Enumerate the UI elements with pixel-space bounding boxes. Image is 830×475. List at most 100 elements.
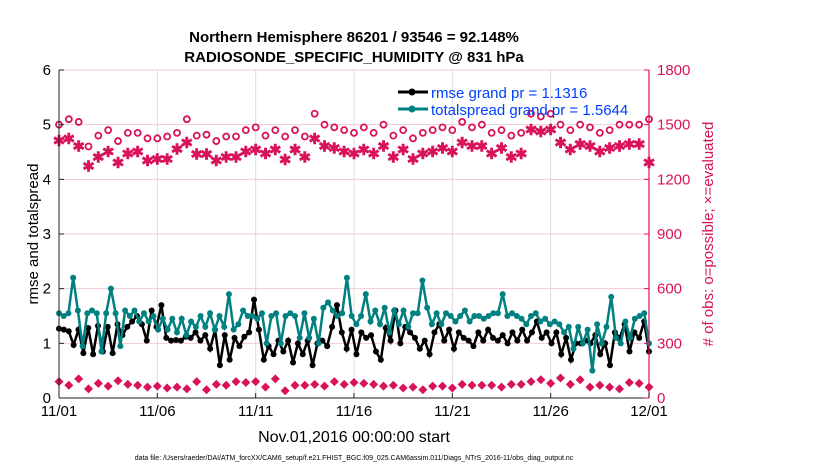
rmse-point xyxy=(246,329,253,336)
spread-point xyxy=(155,326,162,333)
spread-point xyxy=(98,348,105,355)
evaluated-obs-point: ✱ xyxy=(436,140,449,157)
spread-point xyxy=(556,321,563,328)
spread-point xyxy=(542,315,549,322)
spread-point xyxy=(348,313,355,319)
spread-point xyxy=(145,318,152,325)
y-left-tick-label: 0 xyxy=(43,390,51,407)
evaluated-obs-point: ✱ xyxy=(466,139,479,156)
y-right-tick-label: 1500 xyxy=(657,117,690,134)
spread-point xyxy=(594,321,601,328)
possible-obs-point xyxy=(448,126,457,135)
evaluated-obs-point: ✱ xyxy=(446,144,459,161)
evaluated-obs-point: ✱ xyxy=(584,139,597,156)
rmse-point xyxy=(528,329,535,336)
spread-point xyxy=(518,315,525,322)
rmse-point xyxy=(372,348,379,355)
obs-diamond-point xyxy=(251,377,261,387)
obs-diamond-point xyxy=(477,380,487,390)
rmse-point xyxy=(597,351,604,358)
evaluated-obs-point: ✱ xyxy=(387,149,400,166)
spread-point xyxy=(249,313,256,319)
possible-obs-point xyxy=(74,118,83,126)
spread-point xyxy=(362,291,369,298)
possible-obs-point xyxy=(340,126,349,135)
spread-point xyxy=(551,318,558,325)
possible-obs-point xyxy=(507,131,516,140)
y-left-tick-label: 5 xyxy=(43,117,51,134)
evaluated-obs-point: ✱ xyxy=(407,151,420,168)
obs-diamond-point xyxy=(379,381,388,391)
spread-point xyxy=(494,310,501,317)
evaluated-obs-point: ✱ xyxy=(181,135,194,152)
spread-point xyxy=(584,326,591,333)
possible-obs-point xyxy=(84,142,93,151)
spread-point xyxy=(433,310,440,317)
rmse-point xyxy=(80,350,87,357)
spread-point xyxy=(532,310,539,317)
spread-point xyxy=(636,313,643,319)
rmse-point xyxy=(636,334,643,341)
evaluated-obs-point: ✱ xyxy=(623,137,636,154)
evaluated-obs-point: ✱ xyxy=(161,151,174,168)
possible-obs-point xyxy=(566,126,575,135)
possible-obs-point xyxy=(241,126,250,135)
rmse-point xyxy=(519,326,526,333)
obs-diamond-point xyxy=(300,380,310,390)
rmse-point xyxy=(280,348,287,355)
spread-point xyxy=(603,323,610,330)
possible-obs-point xyxy=(605,126,614,135)
evaluated-obs-point: ✱ xyxy=(574,137,587,154)
obs-diamond-point xyxy=(231,377,241,387)
spread-point xyxy=(570,345,577,352)
spread-point xyxy=(509,310,516,317)
evaluated-obs-point: ✱ xyxy=(220,149,233,166)
possible-obs-point xyxy=(202,130,211,139)
obs-diamond-point xyxy=(202,385,211,395)
spread-point xyxy=(60,313,67,319)
evaluated-obs-point: ✱ xyxy=(535,124,548,141)
rmse-point xyxy=(407,329,414,336)
rmse-point xyxy=(368,332,375,339)
rmse-point xyxy=(450,345,457,352)
rmse-point xyxy=(338,329,345,336)
possible-obs-point xyxy=(517,128,526,137)
spread-point xyxy=(622,318,629,325)
evaluated-obs-point: ✱ xyxy=(397,142,410,159)
rmse-point xyxy=(104,323,111,330)
evaluated-obs-point: ✱ xyxy=(338,144,351,161)
rmse-point xyxy=(558,351,565,358)
rmse-point xyxy=(348,326,355,333)
rmse-point xyxy=(353,351,360,358)
spread-point xyxy=(419,277,426,284)
rmse-point xyxy=(504,340,511,347)
spread-point xyxy=(598,340,605,347)
rmse-point xyxy=(548,340,555,347)
spread-point xyxy=(225,291,232,298)
evaluated-obs-point: ✱ xyxy=(131,144,144,161)
spread-point xyxy=(103,310,110,317)
spread-point xyxy=(372,307,379,314)
rmse-point xyxy=(543,329,550,336)
evaluated-obs-point: ✱ xyxy=(210,153,223,170)
spread-point xyxy=(631,315,638,322)
rmse-point xyxy=(90,351,97,358)
possible-obs-point xyxy=(576,120,585,129)
obs-diamond-point xyxy=(359,378,369,388)
rmse-point xyxy=(207,345,214,352)
spread-point xyxy=(235,321,242,328)
possible-obs-point xyxy=(222,132,231,141)
spread-point xyxy=(457,313,464,319)
spread-point xyxy=(523,321,530,328)
obs-diamond-point xyxy=(605,382,615,392)
rmse-point xyxy=(426,351,433,358)
x-tick-label: 11/06 xyxy=(139,403,175,420)
obs-diamond-point xyxy=(497,382,506,392)
evaluated-obs-point: ✱ xyxy=(171,141,184,158)
y-left-tick-label: 1 xyxy=(43,335,51,352)
rmse-point xyxy=(387,337,394,344)
x-tick-label: 11/26 xyxy=(532,403,568,420)
spread-point xyxy=(131,307,138,314)
spread-point xyxy=(150,313,157,319)
